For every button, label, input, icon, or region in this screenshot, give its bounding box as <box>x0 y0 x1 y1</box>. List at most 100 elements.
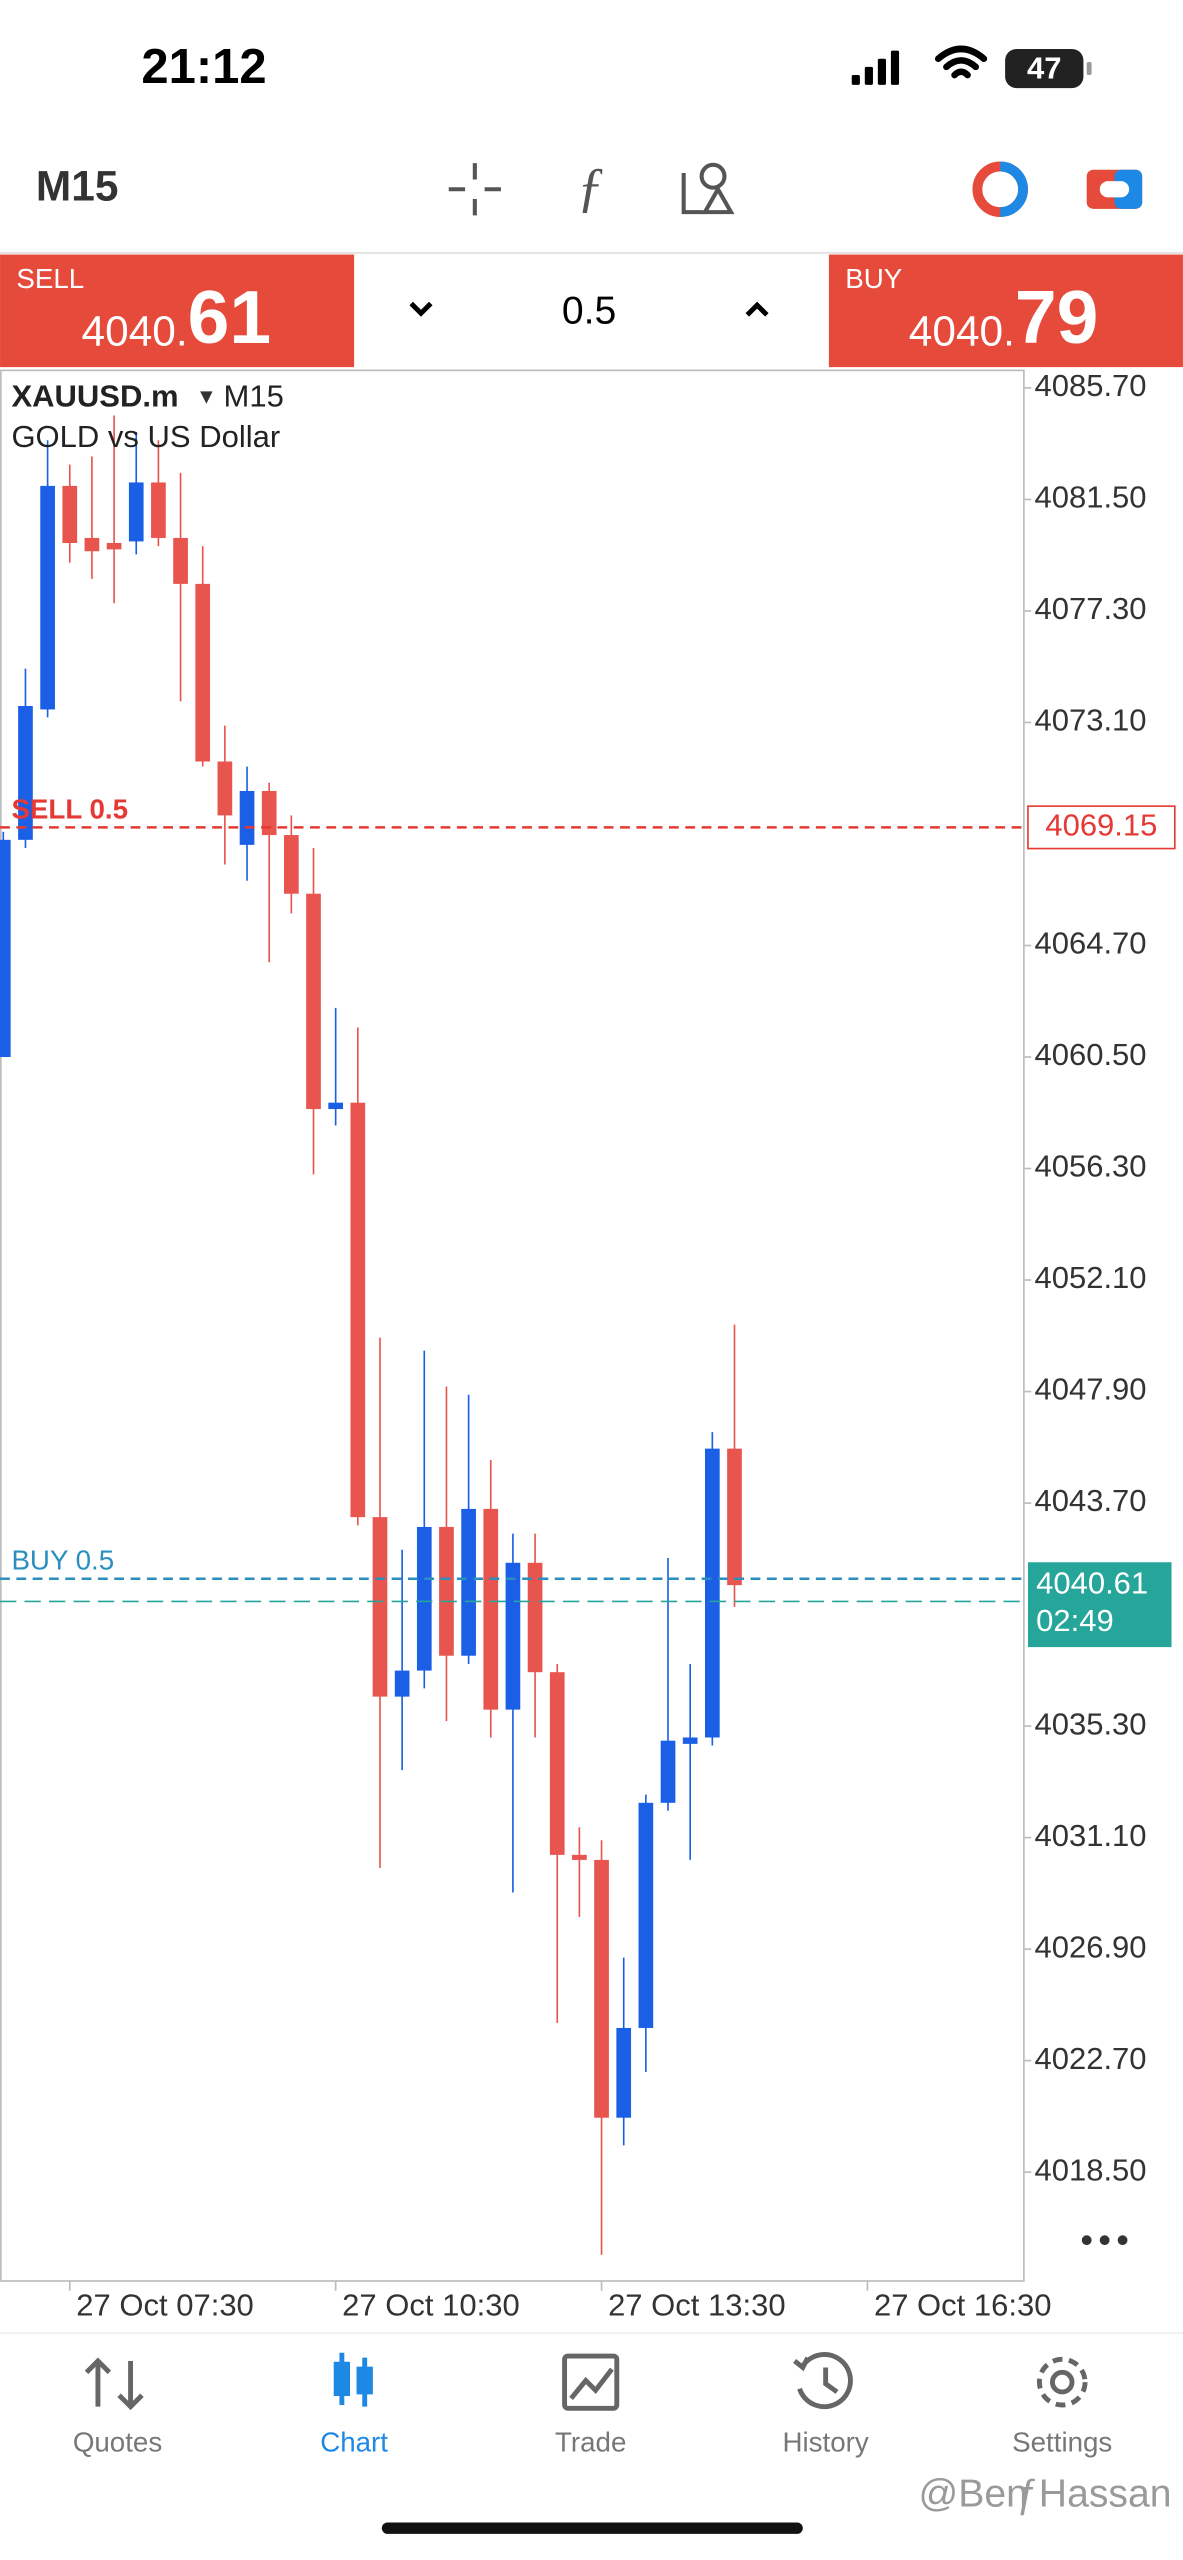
candle-body <box>106 542 122 550</box>
candle-body <box>306 893 321 1110</box>
candle-body <box>62 485 78 543</box>
tab-label[interactable]: Chart <box>320 2426 388 2457</box>
buy-button[interactable] <box>828 254 1183 368</box>
candle-body <box>461 1508 476 1656</box>
volume[interactable]: 0.5 <box>562 290 616 333</box>
trade-icon[interactable] <box>562 2353 620 2411</box>
order-price-tag <box>1027 805 1176 850</box>
candle-body <box>638 1802 654 2028</box>
battery-level: 47 <box>1027 50 1061 85</box>
wifi-icon <box>934 45 988 79</box>
watermark-logo: ƒ <box>1015 2473 1037 2517</box>
y-tick-label: 4026.90 <box>1034 1929 1146 1964</box>
candle-body <box>350 1102 366 1518</box>
candle-body <box>239 790 255 845</box>
candle-body <box>616 2027 632 2118</box>
candle-body <box>151 482 166 538</box>
watermark: @Ben Hassan <box>919 2473 1172 2516</box>
candle-body <box>660 1740 676 1803</box>
bid-price: 4040.61 <box>1036 1565 1148 1600</box>
y-tick-label: 4035.30 <box>1034 1706 1146 1741</box>
candle-body <box>328 1102 344 1110</box>
candle-body <box>594 1859 609 2118</box>
home-indicator <box>381 2522 803 2534</box>
battery-icon <box>1005 48 1084 89</box>
timeframe-button[interactable]: M15 <box>36 162 119 209</box>
tab-label[interactable]: History <box>783 2426 869 2457</box>
quotes-icon[interactable] <box>84 2357 144 2411</box>
tab-label[interactable]: Trade <box>555 2426 626 2457</box>
signal-icon <box>851 50 900 85</box>
candle-body <box>572 1854 587 1860</box>
candle-body <box>394 1670 410 1697</box>
settings-icon[interactable] <box>1036 2356 1088 2408</box>
candle-body <box>195 583 211 762</box>
candle-body <box>527 1562 543 1673</box>
x-tick-label: 27 Oct 13:30 <box>608 2287 786 2322</box>
symbol: XAUUSD.m <box>11 378 178 413</box>
y-tick-label: 4052.10 <box>1034 1260 1146 1295</box>
indicators-icon[interactable]: ƒ <box>577 156 605 217</box>
order-label: BUY 0.5 <box>11 1545 114 1576</box>
y-tick-label: 4047.90 <box>1034 1372 1146 1407</box>
tab-label[interactable]: Quotes <box>73 2426 162 2457</box>
candle-body <box>549 1672 565 1855</box>
candle-body <box>284 835 299 894</box>
candle-body <box>372 1517 388 1697</box>
more-button[interactable] <box>1081 2235 1128 2246</box>
sell-button[interactable] <box>0 254 355 368</box>
sell-price-main: 4040. <box>82 308 188 355</box>
candle-body <box>0 839 11 1058</box>
bid-timer: 02:49 <box>1036 1603 1114 1638</box>
chart-icon[interactable] <box>333 2352 373 2407</box>
candle-body <box>18 706 33 840</box>
buy-label: BUY <box>845 263 902 294</box>
bid-tag <box>1027 1562 1172 1648</box>
candle-body <box>704 1448 720 1738</box>
battery-tip <box>1086 62 1092 76</box>
candle-body <box>505 1562 521 1710</box>
y-tick-label: 4081.50 <box>1034 480 1146 515</box>
y-tick-label: 4064.70 <box>1034 926 1146 961</box>
candle-body <box>40 485 55 710</box>
y-tick-label: 4022.70 <box>1034 2041 1146 2076</box>
sell-label: SELL <box>16 263 84 294</box>
candle-body <box>84 537 100 552</box>
account-icon[interactable] <box>972 161 1028 218</box>
y-tick-label: 4056.30 <box>1034 1149 1146 1184</box>
candle-body <box>682 1737 698 1744</box>
tab-label[interactable]: Settings <box>1012 2426 1112 2457</box>
volume-up[interactable] <box>745 301 769 317</box>
buy-price-big: 79 <box>1015 275 1098 359</box>
candle-body <box>128 482 144 542</box>
candle-body <box>727 1448 742 1586</box>
candle-body <box>261 790 277 836</box>
crosshair-icon[interactable] <box>448 163 501 216</box>
x-tick-label: 27 Oct 10:30 <box>342 2287 520 2322</box>
symbol-description: GOLD vs US Dollar <box>11 419 280 454</box>
history-icon[interactable] <box>793 2352 853 2410</box>
y-tick-label: 4085.70 <box>1034 368 1146 403</box>
y-tick-label: 4018.50 <box>1034 2152 1146 2187</box>
status-time: 21:12 <box>141 40 266 94</box>
volume-down[interactable] <box>409 301 433 317</box>
x-tick-label: 27 Oct 07:30 <box>76 2287 254 2322</box>
plot-frame <box>0 369 1025 2282</box>
candle-body <box>483 1508 499 1710</box>
buy-price-main: 4040. <box>909 308 1015 355</box>
order-label: SELL 0.5 <box>11 793 128 824</box>
y-tick-label: 4073.10 <box>1034 703 1146 738</box>
x-tick-label: 27 Oct 16:30 <box>874 2287 1052 2322</box>
candle-body <box>416 1526 432 1671</box>
y-tick-label: 4031.10 <box>1034 1818 1146 1853</box>
chart-timeframe: M15 <box>224 378 284 413</box>
y-tick-label: 4043.70 <box>1034 1483 1146 1518</box>
order-price: 4069.15 <box>1045 808 1157 843</box>
candle-body <box>217 761 233 816</box>
chart: 4085.70 4081.50 4077.30 4073.10 4064.70 4060.… <box>0 368 1176 2322</box>
sell-price-big: 61 <box>188 275 271 359</box>
symbol-dropdown[interactable]: ▼ <box>196 386 217 409</box>
objects-icon[interactable] <box>681 162 735 215</box>
one-click-icon[interactable] <box>1086 169 1143 209</box>
